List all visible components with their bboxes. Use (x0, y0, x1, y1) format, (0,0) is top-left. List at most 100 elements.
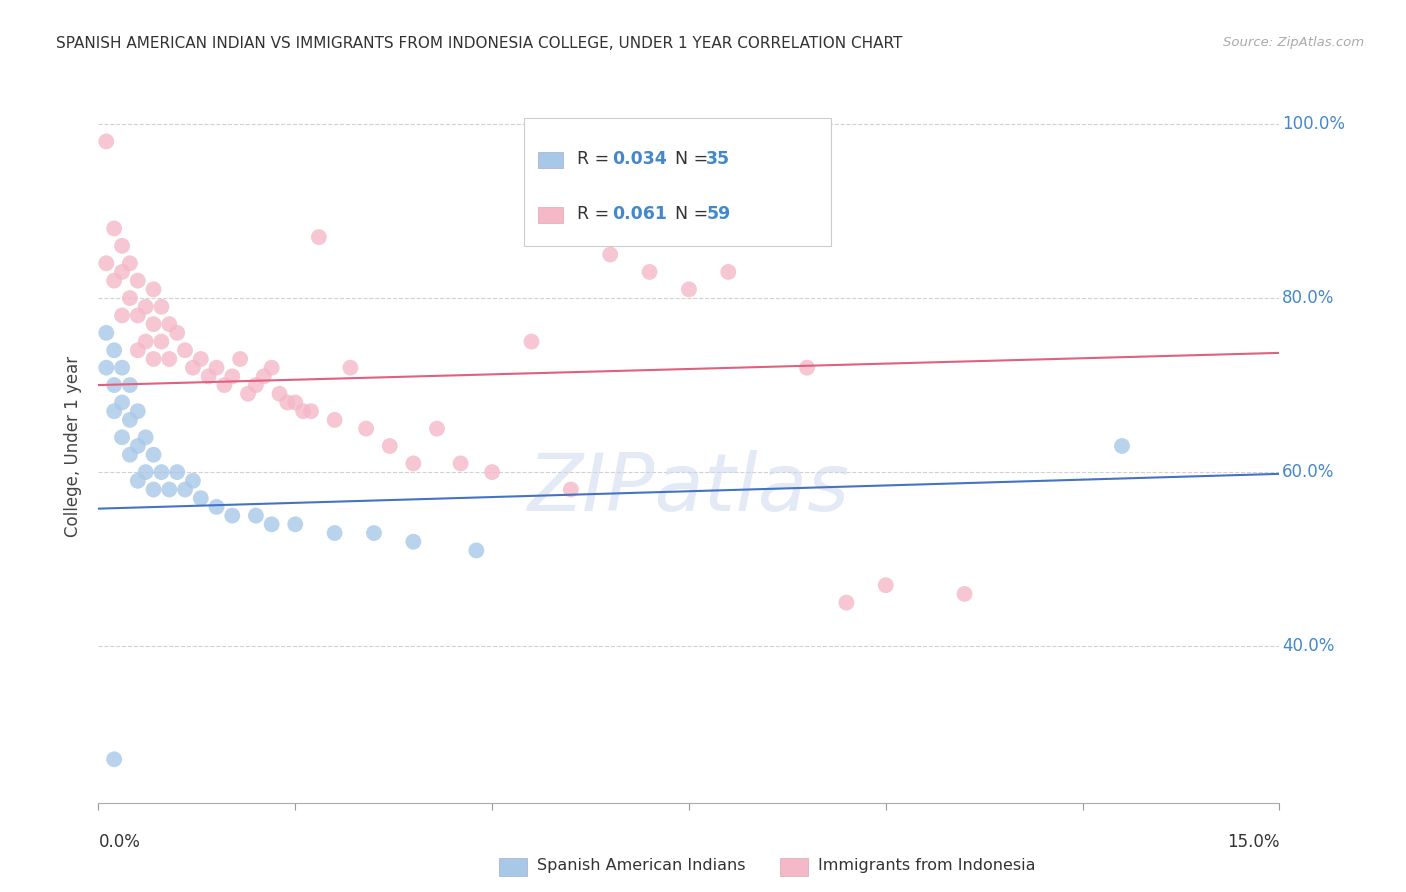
Point (150, 334, 173, 349)
Point (103, 343, 125, 358)
Point (214, 378, 236, 392)
Text: 40.0%: 40.0% (1282, 637, 1334, 655)
Text: N =: N = (664, 150, 714, 168)
Point (157, 351, 180, 366)
Point (402, 457, 425, 471)
Point (135, 430, 157, 444)
Text: ZIPatlas: ZIPatlas (527, 450, 851, 528)
Point (638, 265, 661, 279)
Point (221, 508, 243, 523)
Text: 60.0%: 60.0% (1282, 463, 1334, 481)
Point (96, 135, 118, 149)
Point (292, 404, 315, 418)
Point (103, 378, 125, 392)
Point (205, 360, 228, 375)
Point (236, 386, 259, 401)
Point (118, 256, 141, 270)
Point (127, 404, 149, 418)
Point (157, 317, 180, 331)
Point (756, 221, 779, 235)
Point (127, 274, 149, 288)
Point (260, 360, 283, 375)
Point (103, 752, 125, 766)
Text: Source: ZipAtlas.com: Source: ZipAtlas.com (1223, 36, 1364, 49)
Text: 35: 35 (706, 150, 731, 168)
Point (308, 230, 330, 244)
Text: SPANISH AMERICAN INDIAN VS IMMIGRANTS FROM INDONESIA COLLEGE, UNDER 1 YEAR CORRE: SPANISH AMERICAN INDIAN VS IMMIGRANTS FR… (56, 36, 903, 51)
Point (111, 360, 134, 375)
Point (378, 439, 401, 453)
Point (717, 265, 740, 279)
Point (118, 291, 141, 305)
Point (142, 282, 165, 296)
Y-axis label: College, Under 1 year: College, Under 1 year (65, 355, 83, 537)
Point (253, 369, 276, 384)
Text: N =: N = (664, 205, 714, 223)
Point (323, 526, 346, 541)
Point (284, 517, 307, 532)
Point (875, 578, 897, 592)
Text: R =: R = (576, 150, 614, 168)
Point (111, 395, 134, 409)
Point (276, 395, 298, 409)
Text: 0.061: 0.061 (612, 205, 668, 223)
Point (796, 360, 818, 375)
Point (103, 274, 125, 288)
Point (111, 265, 134, 279)
Point (190, 491, 212, 506)
Point (96, 256, 118, 270)
Point (190, 351, 212, 366)
Point (229, 351, 252, 366)
Point (111, 309, 134, 323)
Point (142, 448, 165, 462)
Point (150, 300, 173, 314)
Point (118, 413, 141, 427)
Point (450, 457, 472, 471)
Point (166, 465, 188, 479)
Point (142, 351, 165, 366)
Point (135, 300, 157, 314)
Text: 80.0%: 80.0% (1282, 289, 1334, 307)
Point (135, 465, 157, 479)
Text: 0.034: 0.034 (612, 150, 666, 168)
Point (118, 448, 141, 462)
Point (197, 369, 219, 384)
Text: 15.0%: 15.0% (1227, 833, 1279, 851)
Point (205, 500, 228, 514)
Point (127, 343, 149, 358)
Point (402, 534, 425, 549)
Point (481, 465, 503, 479)
Point (284, 395, 307, 409)
Point (142, 317, 165, 331)
Point (323, 413, 346, 427)
Text: 0.0%: 0.0% (98, 833, 141, 851)
Point (465, 543, 488, 558)
Point (174, 483, 197, 497)
Point (111, 430, 134, 444)
Point (127, 439, 149, 453)
Point (103, 221, 125, 235)
Point (678, 282, 700, 296)
Point (260, 517, 283, 532)
Point (339, 360, 361, 375)
Point (245, 508, 267, 523)
Point (111, 239, 134, 253)
Point (560, 483, 582, 497)
Point (1111, 439, 1133, 453)
Point (269, 386, 291, 401)
Point (135, 334, 157, 349)
Point (150, 465, 173, 479)
Point (363, 526, 385, 541)
Point (426, 421, 449, 435)
Point (142, 483, 165, 497)
Point (599, 247, 621, 261)
Point (181, 474, 204, 488)
Point (245, 378, 267, 392)
Text: R =: R = (576, 205, 614, 223)
Point (157, 483, 180, 497)
Text: Spanish American Indians: Spanish American Indians (537, 858, 745, 872)
Point (174, 343, 197, 358)
Text: Immigrants from Indonesia: Immigrants from Indonesia (818, 858, 1036, 872)
Point (520, 334, 543, 349)
Point (118, 378, 141, 392)
